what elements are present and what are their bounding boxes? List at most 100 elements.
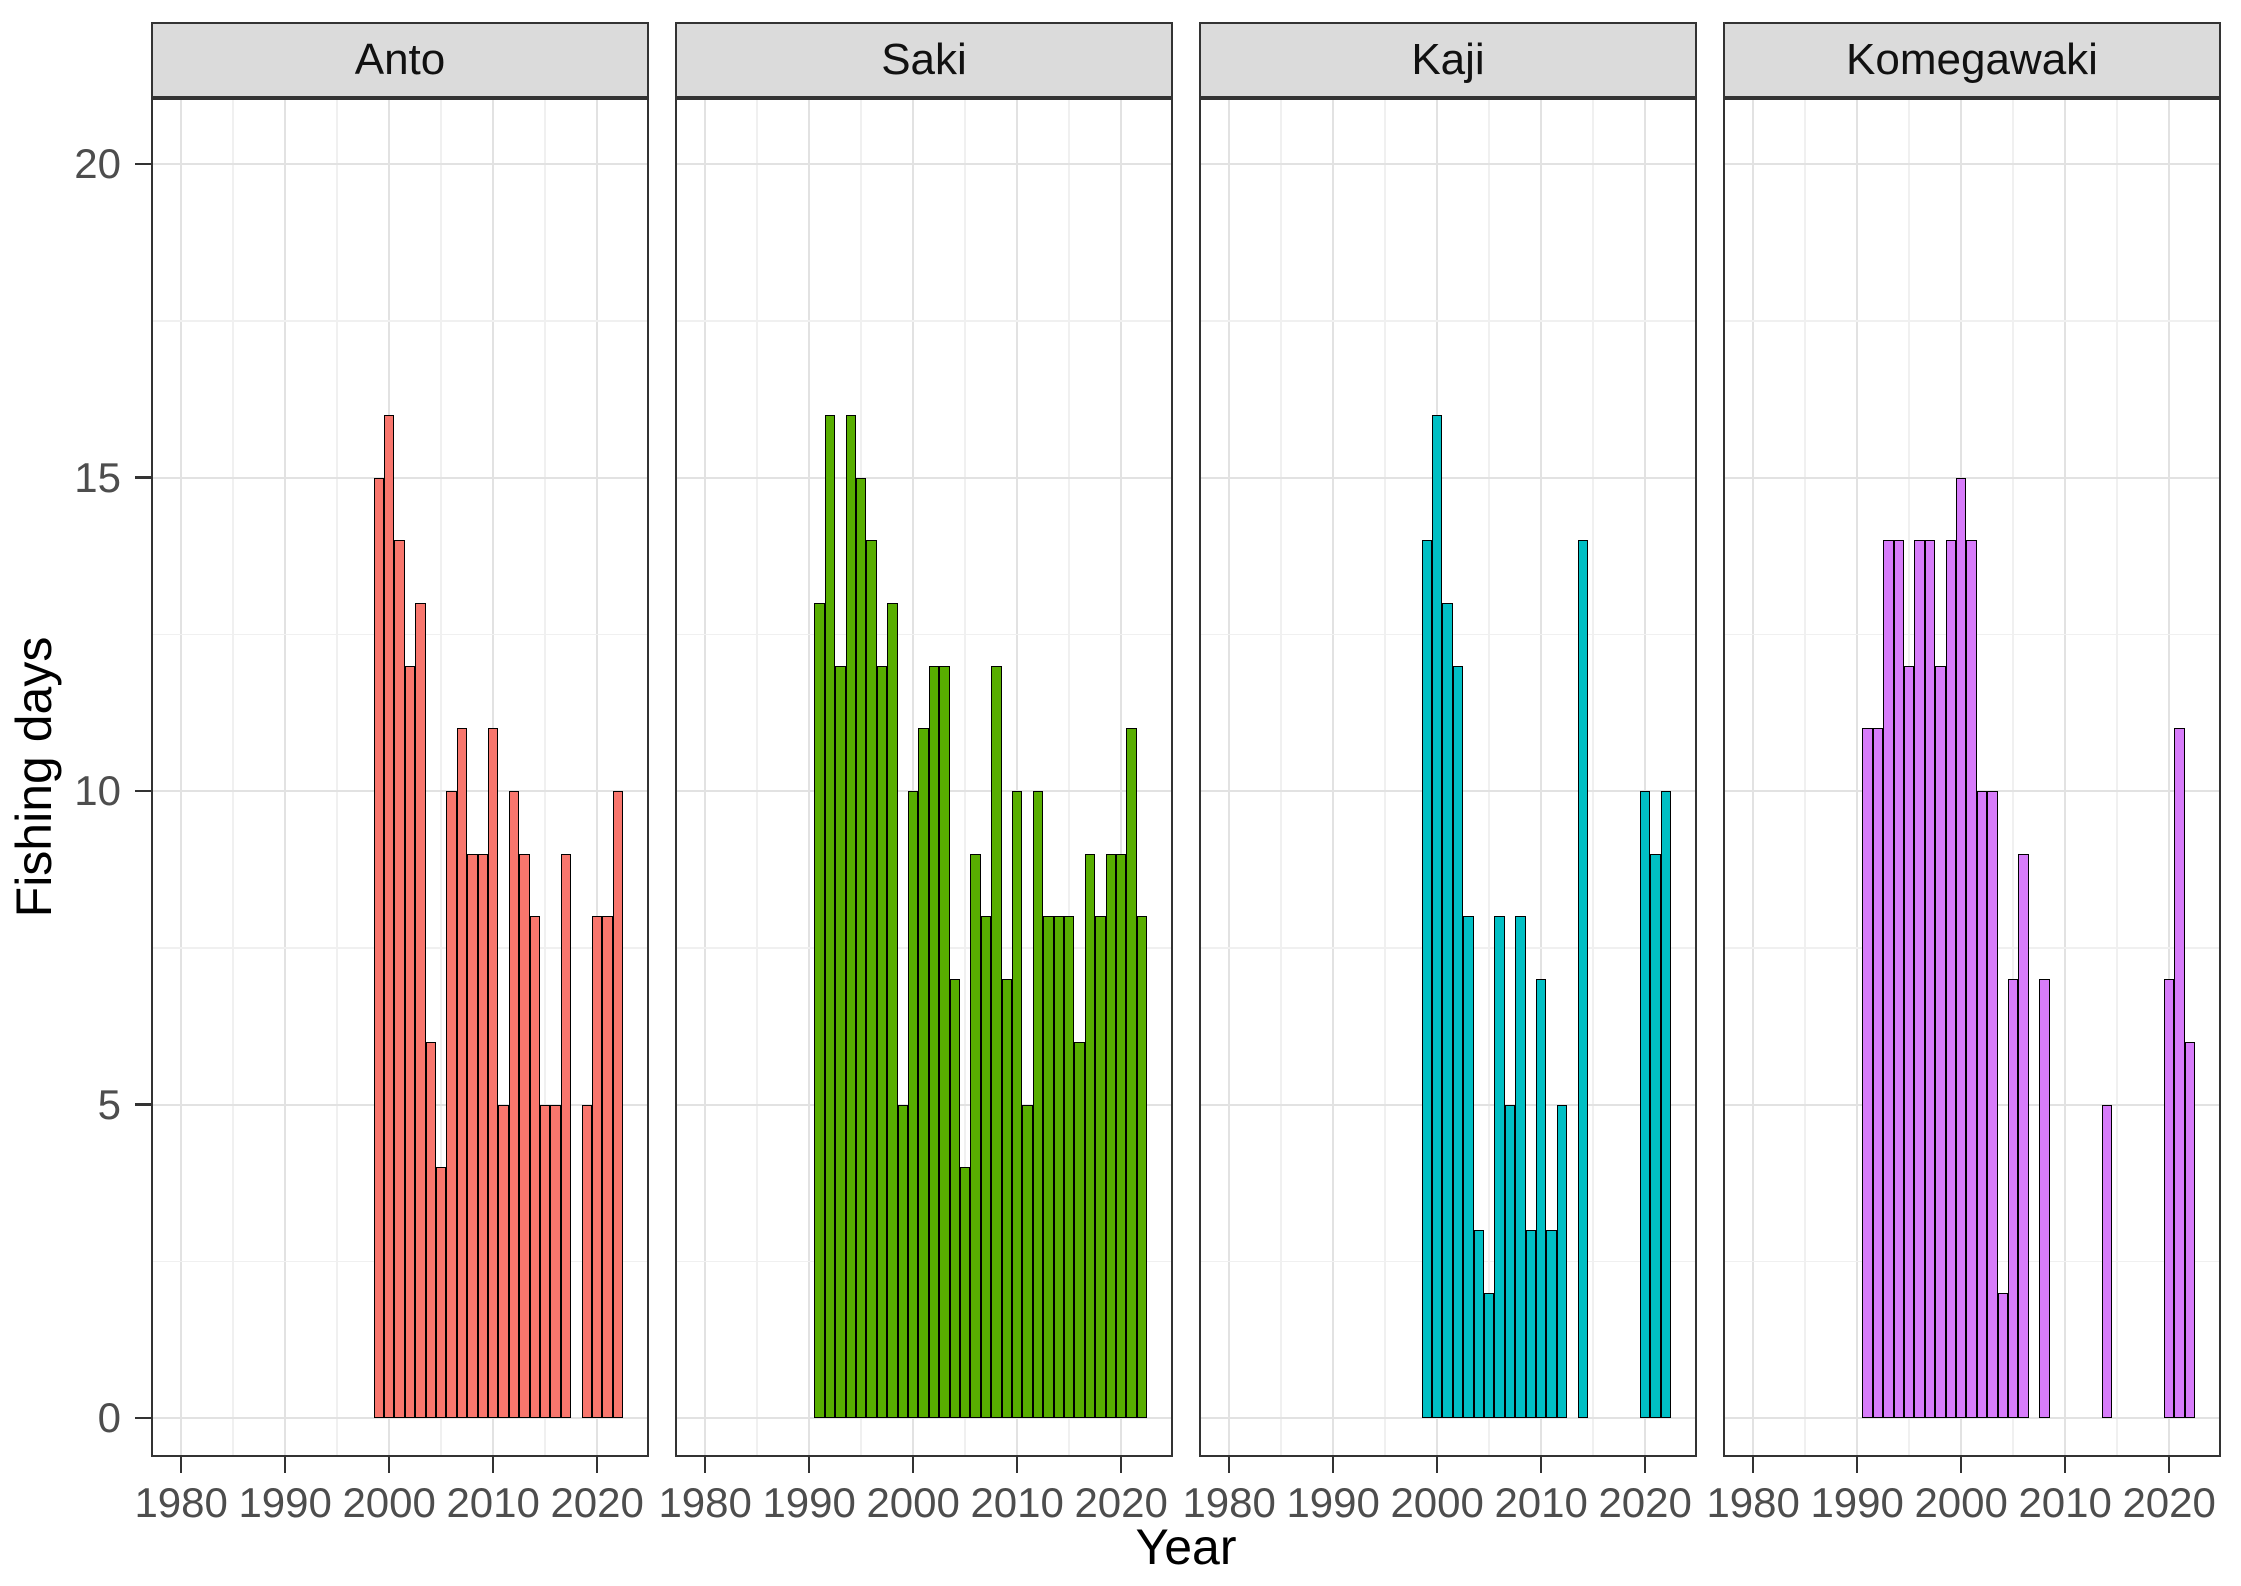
- bar-saki-1998: [887, 602, 898, 1418]
- gridline-x-minor: [648, 98, 649, 1457]
- gridline-x-minor: [1280, 98, 1282, 1457]
- bar-saki-2014: [1053, 916, 1064, 1418]
- x-tick-label: 1980: [1706, 1479, 1800, 1526]
- y-tick-mark: [135, 162, 151, 166]
- x-tick-label: 1980: [134, 1479, 228, 1526]
- bar-kaji-2000: [1431, 414, 1443, 1418]
- bar-kaji-2011: [1546, 1229, 1557, 1418]
- bar-komegawaki-1998: [1935, 665, 1946, 1418]
- x-tick-mark: [179, 1457, 183, 1473]
- bar-saki-2011: [1022, 1104, 1033, 1418]
- x-tick-label: 1980: [658, 1479, 752, 1526]
- x-tick-label: 2000: [1390, 1479, 1484, 1526]
- bar-anto-2012: [508, 791, 520, 1418]
- y-tick-mark: [135, 789, 151, 793]
- panel-komegawaki: [1723, 98, 2221, 1457]
- bar-kaji-2005: [1483, 1292, 1495, 1418]
- bar-komegawaki-1995: [1903, 665, 1915, 1418]
- x-tick-mark: [387, 1457, 391, 1473]
- bar-saki-2001: [918, 728, 929, 1418]
- bar-komegawaki-2002: [1976, 791, 1988, 1418]
- y-tick-mark: [135, 1103, 151, 1106]
- bar-anto-2002: [404, 665, 416, 1418]
- bar-saki-1993: [835, 665, 846, 1418]
- facet-strip-label: Kaji: [1411, 35, 1485, 84]
- gridline-x-major: [180, 98, 183, 1457]
- gridline-y-major: [151, 476, 649, 479]
- x-tick-label: 2000: [342, 1479, 436, 1526]
- bar-komegawaki-2003: [1987, 791, 1998, 1418]
- bar-komegawaki-2005: [2007, 979, 2019, 1418]
- bar-kaji-2007: [1504, 1104, 1516, 1418]
- x-tick-label: 1980: [1182, 1479, 1276, 1526]
- gridline-x-minor: [1488, 98, 1490, 1457]
- bar-saki-2022: [1136, 916, 1148, 1418]
- bar-komegawaki-2022: [2184, 1041, 2196, 1418]
- bar-anto-2003: [415, 602, 426, 1418]
- y-tick-mark: [135, 476, 151, 479]
- gridline-x-major: [1540, 98, 1543, 1457]
- x-tick-label: 2010: [446, 1479, 540, 1526]
- x-tick-label: 2020: [1074, 1479, 1168, 1526]
- gridline-y-minor: [1199, 320, 1697, 322]
- bar-komegawaki-1991: [1862, 728, 1873, 1418]
- x-tick-mark: [1015, 1457, 1019, 1473]
- gridline-x-minor: [544, 98, 546, 1457]
- bar-kaji-2009: [1525, 1229, 1536, 1418]
- gridline-y-major: [1199, 1417, 1697, 1419]
- x-tick-label: 1990: [1286, 1479, 1380, 1526]
- gridline-x-major: [2168, 98, 2171, 1457]
- bar-kaji-2006: [1494, 916, 1505, 1418]
- gridline-x-major: [284, 98, 287, 1457]
- gridline-x-major: [1016, 98, 1019, 1457]
- facet-strip-saki: Saki: [675, 22, 1173, 98]
- x-tick-label: 1990: [238, 1479, 332, 1526]
- bar-saki-2019: [1105, 853, 1116, 1418]
- bar-saki-2010: [1011, 791, 1023, 1418]
- bar-saki-2002: [928, 665, 940, 1418]
- x-tick-mark: [491, 1457, 495, 1473]
- x-tick-mark: [2167, 1457, 2171, 1473]
- gridline-y-minor: [675, 320, 1173, 322]
- gridline-y-major: [1723, 476, 2221, 479]
- bar-saki-2020: [1115, 853, 1127, 1418]
- bar-anto-2008: [467, 853, 478, 1418]
- gridline-x-minor: [1068, 98, 1070, 1457]
- gridline-y-major: [1199, 163, 1697, 165]
- facet-strip-komegawaki: Komegawaki: [1723, 22, 2221, 98]
- bar-anto-2007: [456, 728, 468, 1418]
- bar-saki-2012: [1032, 791, 1044, 1418]
- gridline-x-minor: [2220, 98, 2221, 1457]
- bar-saki-2004: [949, 979, 960, 1418]
- bar-komegawaki-1996: [1914, 540, 1925, 1418]
- bar-komegawaki-2004: [1997, 1292, 2008, 1418]
- bar-komegawaki-1999: [1945, 540, 1956, 1418]
- x-tick-mark: [1331, 1457, 1335, 1473]
- bar-saki-2000: [907, 791, 919, 1418]
- bar-anto-2000: [383, 414, 395, 1418]
- x-tick-mark: [1539, 1457, 1543, 1473]
- bar-saki-2007: [980, 916, 992, 1418]
- gridline-x-major: [1856, 98, 1859, 1457]
- gridline-x-major: [704, 98, 707, 1457]
- y-tick-mark: [135, 1416, 151, 1420]
- bar-saki-2008: [991, 665, 1002, 1418]
- bar-saki-1997: [876, 665, 888, 1418]
- gridline-x-major: [1752, 98, 1755, 1457]
- gridline-x-minor: [1384, 98, 1386, 1457]
- bar-saki-2017: [1084, 853, 1096, 1418]
- x-tick-mark: [1855, 1457, 1859, 1473]
- facet-strip-kaji: Kaji: [1199, 22, 1697, 98]
- bar-komegawaki-1994: [1893, 540, 1904, 1418]
- bar-anto-2011: [498, 1104, 509, 1418]
- bar-anto-2020: [591, 916, 603, 1418]
- bar-anto-2021: [602, 916, 613, 1418]
- gridline-x-minor: [1592, 98, 1594, 1457]
- bar-anto-2013: [519, 853, 530, 1418]
- x-tick-mark: [1227, 1457, 1231, 1473]
- bar-anto-2016: [550, 1104, 561, 1418]
- gridline-x-major: [912, 98, 915, 1457]
- gridline-x-minor: [1172, 98, 1173, 1457]
- bar-kaji-2002: [1452, 665, 1464, 1418]
